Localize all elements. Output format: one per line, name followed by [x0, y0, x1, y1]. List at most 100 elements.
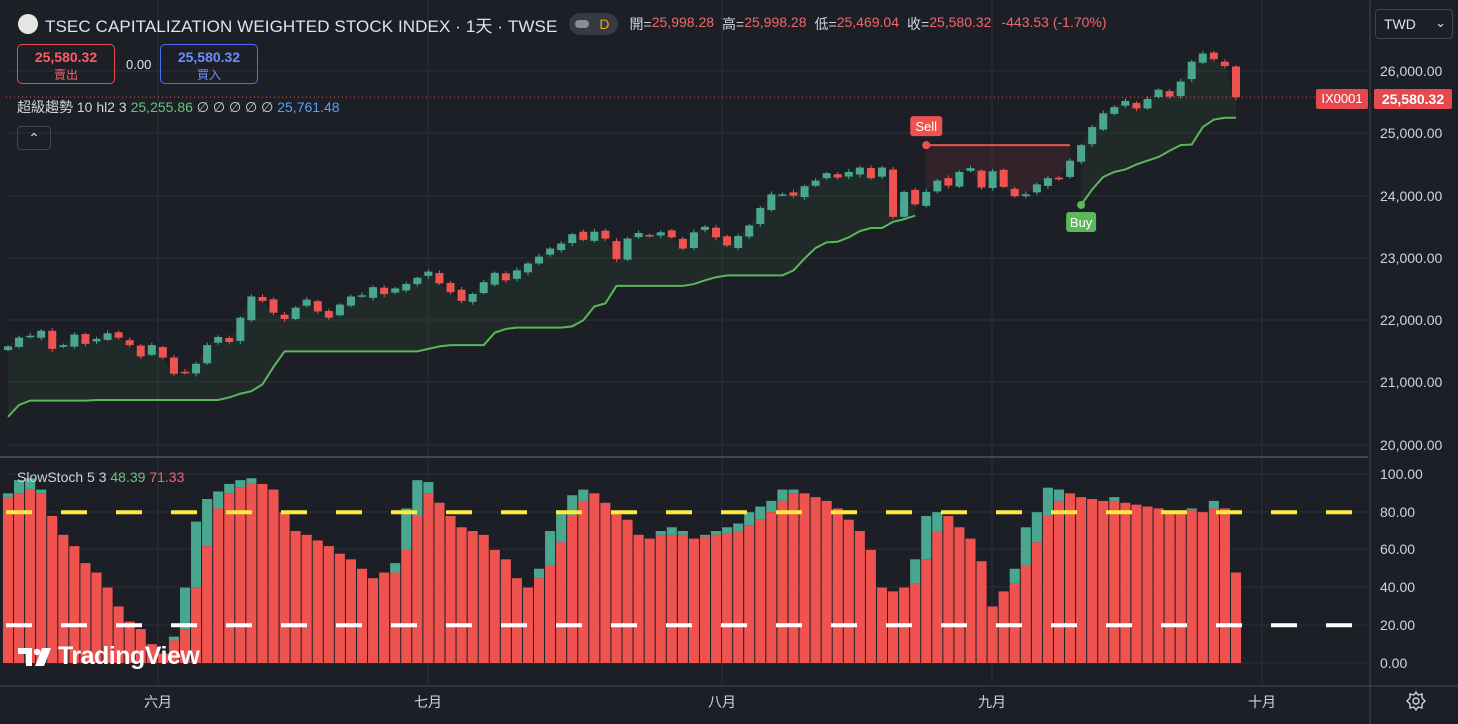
candle-body [656, 232, 665, 236]
candle-body [1054, 177, 1063, 180]
stoch-d-bar [1076, 497, 1087, 663]
stoch-d-bar [279, 512, 290, 663]
collapse-legend-button[interactable]: ⌃ [17, 126, 51, 150]
candle-body [579, 231, 588, 240]
stoch-d-bar [533, 578, 545, 663]
stoch-d-bar [600, 502, 611, 663]
open-value: 25,998.28 [651, 14, 715, 30]
candle-body [313, 301, 322, 312]
candle-body [789, 192, 798, 196]
stoch-d-bar [257, 483, 268, 663]
candle-body [92, 338, 101, 342]
stoch-d-bar [688, 538, 699, 663]
stoch-d-bar [1087, 499, 1098, 663]
stoch-d-bar [943, 515, 954, 663]
candle-body [745, 225, 754, 237]
symbol-logo-icon [18, 14, 38, 34]
candle-body [955, 171, 964, 187]
stoch-d-bar [157, 653, 168, 663]
tradingview-logo-icon [18, 647, 51, 666]
candle-body [634, 232, 643, 238]
stoch-k-bar [401, 508, 412, 550]
candle-body [877, 167, 886, 177]
stoch-d-bar [1109, 500, 1120, 663]
candle-body [1121, 100, 1130, 106]
price-tick: 25,000.00 [1380, 125, 1443, 141]
candle-body [391, 288, 400, 293]
stoch-d-bar [589, 493, 600, 663]
stoch-d-bar [965, 538, 976, 663]
stoch-d-bar [910, 583, 921, 663]
stoch-d-bar [1065, 493, 1076, 663]
stoch-k-bar [2, 493, 14, 498]
candle-body [1099, 113, 1108, 130]
stoch-k-bar [14, 480, 25, 494]
high-value: 25,998.28 [744, 14, 807, 30]
supertrend-line-up [7, 214, 916, 418]
candle-body [125, 340, 134, 346]
candle-body [192, 363, 201, 374]
candle-body [689, 232, 698, 249]
stoch-d-bar [36, 493, 47, 663]
candle-body [1110, 107, 1119, 114]
candle-body [612, 241, 621, 260]
candle-body [479, 282, 488, 294]
candle-body [490, 272, 499, 285]
candle-body [523, 263, 532, 273]
supertrend-value-2: 25,761.48 [277, 99, 340, 115]
supertrend-uptrend-fill [1081, 53, 1236, 205]
stoch-d-bar [1120, 502, 1131, 663]
chevron-down-icon: ⌄ [1435, 15, 1446, 30]
supertrend-value: 25,255.86 [130, 99, 193, 115]
stoch-d-bar [644, 538, 655, 663]
candle-body [15, 337, 24, 347]
stoch-k-bar [423, 482, 434, 494]
buy-button[interactable]: 25,580.32 買入 [160, 44, 258, 84]
stoch-k-bar [412, 480, 423, 516]
candle-body [59, 345, 68, 347]
candle-body [889, 169, 898, 217]
price-tick: 21,000.00 [1380, 374, 1443, 390]
stoch-d-bar [733, 531, 744, 663]
settings-gear-icon[interactable] [1405, 690, 1427, 712]
candle-body [712, 227, 721, 238]
stoch-d-bar [69, 546, 80, 663]
stoch-d-bar [777, 500, 788, 663]
stoch-d-bar [556, 542, 567, 663]
change-value: -443.53 (-1.70%) [1001, 14, 1107, 30]
stoch-d-bar [1153, 508, 1164, 663]
candle-body [1176, 81, 1185, 97]
stoch-d-bar [102, 587, 113, 663]
stoch-d-bar [268, 489, 279, 663]
symbol-title[interactable]: TSEC CAPITALIZATION WEIGHTED STOCK INDEX… [45, 16, 558, 36]
spread-value: 0.00 [126, 57, 152, 72]
sell-signal-tag [910, 116, 943, 137]
currency-select[interactable]: TWD ⌄ [1375, 9, 1453, 39]
candle-body [225, 338, 234, 343]
stoch-d-bar [1164, 512, 1175, 663]
candle-body [1198, 53, 1207, 63]
candle-body [81, 334, 90, 344]
stoch-k-bar [777, 489, 788, 501]
candle-body [70, 334, 79, 347]
delay-badge[interactable]: D [569, 13, 618, 35]
stochastic-legend[interactable]: SlowStoch 5 3 48.39 71.33 [17, 469, 184, 485]
stoch-d-bar [478, 534, 489, 663]
stoch-k-bar [655, 531, 666, 535]
candle-body [291, 307, 300, 319]
stoch-tick: 60.00 [1380, 541, 1416, 557]
candle-body [103, 333, 112, 340]
stoch-k-bar [699, 534, 711, 537]
candle-body [424, 271, 433, 276]
supertrend-legend[interactable]: 超級趨勢 10 hl2 3 25,255.86 ∅ ∅ ∅ ∅ ∅ 25,761… [17, 97, 340, 117]
sell-button[interactable]: 25,580.32 賣出 [17, 44, 115, 84]
candle-body [346, 296, 355, 306]
stoch-d-bar [1197, 512, 1208, 663]
stoch-k-bar [191, 521, 202, 588]
stoch-d-bar [80, 563, 91, 663]
stoch-k-bar [1109, 497, 1120, 501]
candle-body [623, 238, 632, 260]
high-label: 高= [722, 16, 745, 32]
stoch-k-bar [390, 563, 401, 573]
